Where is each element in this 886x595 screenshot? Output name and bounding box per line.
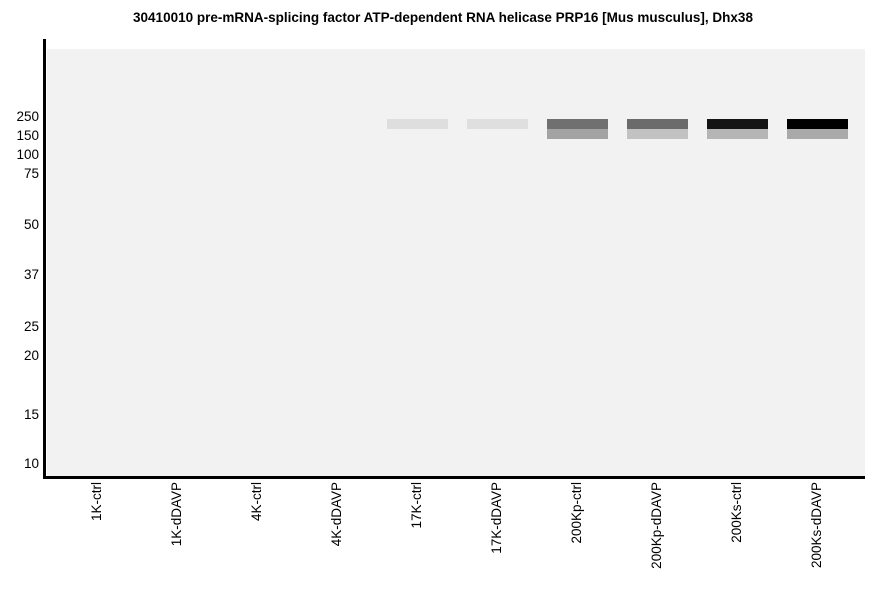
chart-title: 30410010 pre-mRNA-splicing factor ATP-de… [133, 10, 753, 25]
mw-tick-label-10: 10 [23, 456, 39, 471]
mw-tick-label-20: 20 [23, 348, 39, 363]
lane-label-200Kp-ctrl: 200Kp-ctrl [569, 482, 584, 544]
band-17K-dDAVP-upper [466, 119, 528, 129]
lane-label-17K-ctrl: 17K-ctrl [409, 482, 424, 529]
band-17K-ctrl-upper [386, 119, 448, 129]
mw-tick-label-75: 75 [23, 166, 39, 181]
band-200Ks-dDAVP-upper [786, 119, 848, 129]
mw-tick-label-25: 25 [23, 319, 39, 334]
lane-label-1K-ctrl: 1K-ctrl [89, 482, 104, 522]
y-axis-line [43, 39, 46, 479]
mw-tick-label-150: 150 [16, 128, 39, 143]
band-200Ks-dDAVP-lower [786, 129, 848, 139]
band-200Ks-ctrl-lower [706, 129, 768, 139]
band-200Ks-ctrl-upper [706, 119, 768, 129]
band-200Kp-dDAVP-upper [626, 119, 688, 129]
mw-tick-label-100: 100 [16, 147, 39, 162]
band-200Kp-dDAVP-lower [626, 129, 688, 139]
lane-label-200Kp-dDAVP: 200Kp-dDAVP [649, 482, 664, 569]
lane-label-17K-dDAVP: 17K-dDAVP [489, 482, 504, 554]
band-200Kp-ctrl-upper [546, 119, 608, 129]
x-axis-line [43, 476, 865, 479]
mw-tick-label-250: 250 [16, 109, 39, 124]
mw-tick-label-37: 37 [23, 267, 39, 282]
lane-label-200Ks-dDAVP: 200Ks-dDAVP [809, 482, 824, 569]
plot-area [47, 49, 865, 476]
lane-label-200Ks-ctrl: 200Ks-ctrl [729, 482, 744, 543]
lane-label-1K-dDAVP: 1K-dDAVP [169, 482, 184, 547]
lane-label-4K-ctrl: 4K-ctrl [249, 482, 264, 522]
band-200Kp-ctrl-lower [546, 129, 608, 139]
lane-label-4K-dDAVP: 4K-dDAVP [329, 482, 344, 547]
mw-tick-label-15: 15 [23, 407, 39, 422]
mw-tick-label-50: 50 [23, 217, 39, 232]
